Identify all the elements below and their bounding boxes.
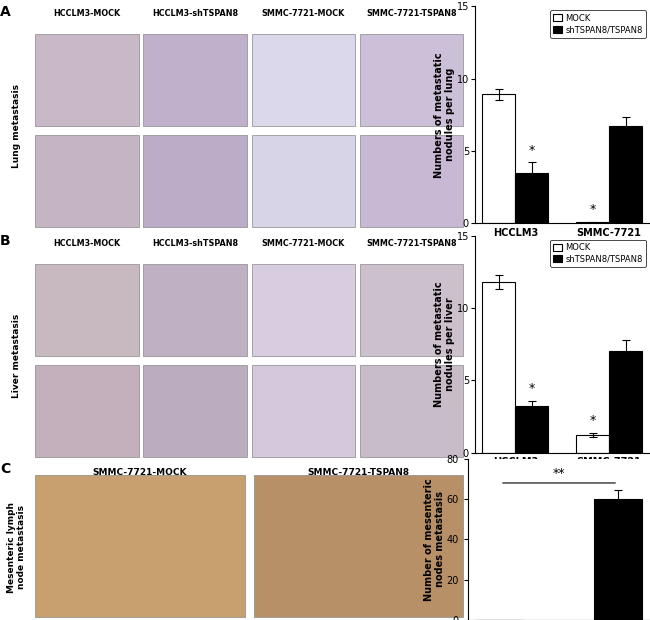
- Bar: [252, 135, 355, 227]
- Bar: [515, 406, 548, 453]
- Bar: [360, 365, 463, 456]
- Text: B: B: [0, 234, 10, 248]
- Text: HCCLM3-shTSPAN8: HCCLM3-shTSPAN8: [152, 239, 238, 247]
- Bar: [144, 135, 247, 227]
- Bar: [35, 135, 138, 227]
- Y-axis label: Number of mesenteric
nodes metastasis: Number of mesenteric nodes metastasis: [424, 478, 445, 601]
- Bar: [254, 475, 463, 617]
- Legend: MOCK, shTSPAN8/TSPAN8: MOCK, shTSPAN8/TSPAN8: [550, 240, 646, 267]
- Text: A: A: [0, 4, 11, 19]
- Text: C: C: [0, 462, 10, 476]
- Bar: [252, 365, 355, 456]
- Text: *: *: [590, 414, 596, 427]
- Text: SMMC-7721-TSPAN8: SMMC-7721-TSPAN8: [366, 9, 457, 18]
- Bar: [144, 365, 247, 456]
- Bar: [35, 475, 244, 617]
- Text: HCCLM3-MOCK: HCCLM3-MOCK: [53, 9, 120, 18]
- Text: SMMC-7721-MOCK: SMMC-7721-MOCK: [262, 9, 345, 18]
- Text: Lung metastasis: Lung metastasis: [12, 84, 21, 168]
- Text: HCCLM3-shTSPAN8: HCCLM3-shTSPAN8: [152, 9, 238, 18]
- Y-axis label: Numbers of metastatic
nodules per liver: Numbers of metastatic nodules per liver: [434, 281, 455, 407]
- Bar: [360, 135, 463, 227]
- Text: SMMC-7721-MOCK: SMMC-7721-MOCK: [92, 469, 187, 477]
- Text: *: *: [528, 144, 535, 157]
- Bar: [577, 435, 609, 453]
- Bar: [360, 264, 463, 356]
- Y-axis label: Numbers of metastatic
nodules per lung: Numbers of metastatic nodules per lung: [434, 52, 455, 177]
- Bar: [252, 264, 355, 356]
- Text: HCCLM3-MOCK: HCCLM3-MOCK: [53, 239, 120, 247]
- Bar: [144, 264, 247, 356]
- Bar: [609, 352, 642, 453]
- Bar: [482, 94, 515, 223]
- Text: *: *: [590, 203, 596, 216]
- Bar: [35, 365, 138, 456]
- Text: Mesenteric lymph
node metastasis: Mesenteric lymph node metastasis: [6, 502, 26, 593]
- Text: SMMC-7721-TSPAN8: SMMC-7721-TSPAN8: [307, 469, 410, 477]
- Bar: [35, 35, 138, 126]
- Text: SMMC-7721-MOCK: SMMC-7721-MOCK: [262, 239, 345, 247]
- Text: Liver metastasis: Liver metastasis: [12, 314, 21, 397]
- Text: *: *: [528, 383, 535, 396]
- Bar: [35, 264, 138, 356]
- Text: SMMC-7721-TSPAN8: SMMC-7721-TSPAN8: [366, 239, 457, 247]
- Bar: [360, 35, 463, 126]
- Text: **: **: [552, 467, 566, 480]
- Bar: [482, 282, 515, 453]
- Legend: MOCK, shTSPAN8/TSPAN8: MOCK, shTSPAN8/TSPAN8: [550, 11, 646, 38]
- Bar: [515, 172, 548, 223]
- Bar: [252, 35, 355, 126]
- Bar: [595, 499, 642, 620]
- Bar: [609, 126, 642, 223]
- Bar: [144, 35, 247, 126]
